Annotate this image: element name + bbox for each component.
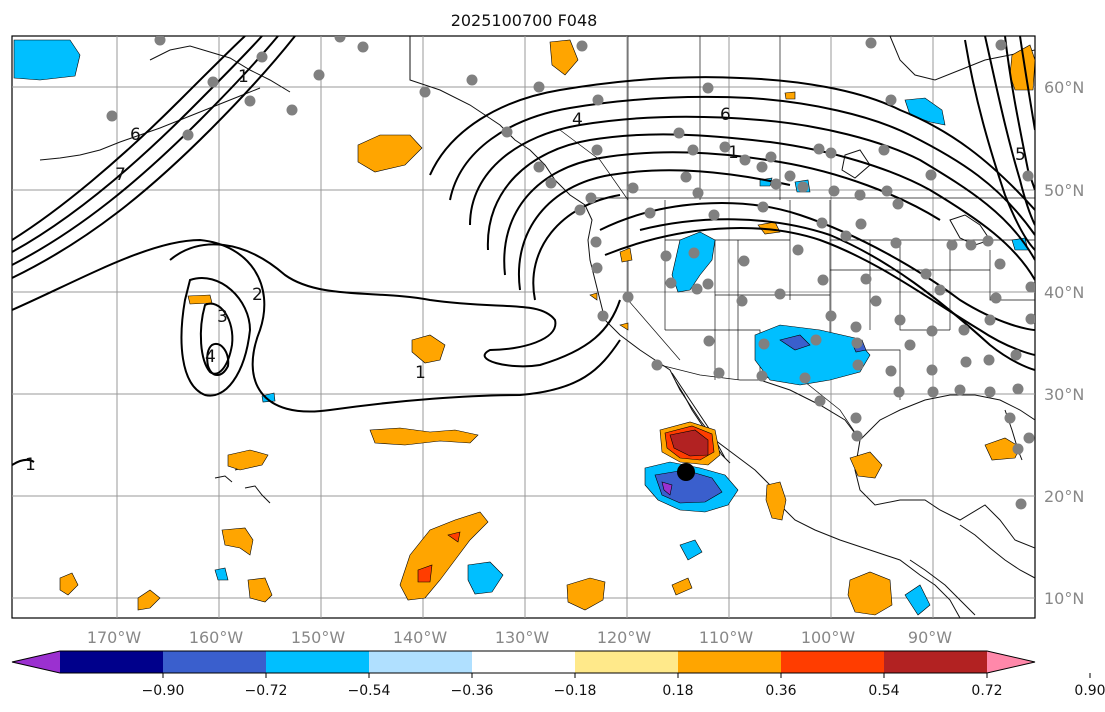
colorbar-bin — [472, 651, 576, 673]
contour-label: 6 — [720, 105, 731, 125]
pos-anomaly-patch — [757, 221, 781, 235]
pos-anomaly-patch — [549, 39, 579, 76]
latitude-labels: 60°N 50°N 40°N 30°N 20°N 10°N — [1044, 78, 1084, 608]
contour-label: 6 — [130, 125, 141, 145]
pos-anomaly-patch — [417, 564, 433, 583]
lat-label: 10°N — [1044, 589, 1084, 608]
lat-label: 60°N — [1044, 78, 1084, 97]
pos-anomaly-patch — [357, 134, 423, 173]
neg-anomaly-patch — [467, 561, 504, 595]
lon-label: 170°W — [87, 628, 142, 647]
lon-label: 140°W — [393, 628, 448, 647]
colorbar-tick-label: −0.90 — [142, 683, 185, 699]
contour-label: 3 — [217, 307, 228, 327]
pos-anomaly-patch — [619, 247, 633, 263]
contour-label: 1 — [25, 455, 36, 475]
colorbar-extend-high — [987, 651, 1035, 673]
pos-anomaly-patch — [369, 427, 479, 446]
contour-label: 2 — [252, 285, 263, 305]
colorbar-tick-label: 0.36 — [765, 683, 796, 699]
pos-anomaly-patch — [671, 577, 693, 596]
colorbar-tick-label: −0.18 — [554, 683, 597, 699]
lon-label: 100°W — [801, 628, 856, 647]
neg-anomaly-patch — [779, 334, 811, 351]
pos-anomaly-patch — [411, 334, 446, 364]
pos-anomaly-patch — [221, 527, 254, 556]
longitude-labels: 170°W 160°W 150°W 140°W 130°W 120°W 110°… — [87, 628, 952, 647]
neg-anomaly-patch — [661, 481, 673, 496]
pos-anomaly-patch — [59, 572, 79, 596]
colorbar-tick-label: 0.18 — [662, 683, 693, 699]
lon-label: 160°W — [189, 628, 244, 647]
neg-anomaly-patch — [13, 39, 81, 81]
pos-anomaly-patch — [227, 449, 269, 471]
lat-label: 40°N — [1044, 283, 1084, 302]
colorbar-bin — [369, 651, 473, 673]
colorbar-tick-label: −0.72 — [245, 683, 288, 699]
neg-anomaly-patch — [261, 392, 276, 403]
coastlines — [39, 36, 1035, 618]
contour-label: 5 — [1015, 145, 1026, 165]
colorbar-bin — [575, 651, 679, 673]
contour-label: 1 — [238, 67, 249, 87]
contour-label: 1 — [728, 143, 739, 163]
neg-anomaly-patch — [679, 539, 703, 561]
colorbar-bin — [884, 651, 988, 673]
lon-label: 110°W — [699, 628, 754, 647]
colorbar: −0.90 −0.72 −0.54 −0.36 −0.18 0.18 0.36 0.54 0.7… — [11, 650, 1105, 699]
contour-label: 7 — [115, 165, 126, 185]
colorbar-tick-label: −0.36 — [451, 683, 494, 699]
pos-anomaly-patch — [187, 294, 213, 305]
pos-anomaly-patch — [137, 589, 161, 611]
contour-labels: 2 3 4 1 6 1 4 5 6 7 1 1 — [25, 67, 1026, 475]
neg-anomaly-patch — [904, 584, 931, 616]
lat-label: 20°N — [1044, 487, 1084, 506]
contour-label: 4 — [205, 347, 216, 367]
colorbar-bin — [678, 651, 782, 673]
colorbar-bin — [60, 651, 164, 673]
lon-label: 130°W — [495, 628, 550, 647]
pos-anomaly-patch — [669, 429, 709, 457]
colorbar-tick-label: 0.90 — [1074, 683, 1105, 699]
colorbar-tick-label: −0.54 — [348, 683, 391, 699]
lon-label: 90°W — [908, 628, 952, 647]
colorbar-tick-label: 0.54 — [868, 683, 899, 699]
contours — [12, 36, 1035, 466]
lat-label: 30°N — [1044, 385, 1084, 404]
lon-label: 150°W — [291, 628, 346, 647]
pos-anomaly-patch — [849, 451, 883, 479]
pos-anomaly-patch — [589, 292, 598, 301]
figure-title: 2025100700 F048 — [451, 11, 598, 30]
lat-label: 50°N — [1044, 181, 1084, 200]
pos-anomaly-patch — [447, 531, 461, 543]
anomaly-fills — [13, 39, 1035, 616]
pos-anomaly-patch — [765, 481, 787, 521]
colorbar-bin — [266, 651, 370, 673]
contour-label: 4 — [572, 110, 583, 130]
pos-anomaly-patch — [247, 577, 273, 603]
gridlines — [12, 36, 1035, 618]
station-dots — [106, 36, 1035, 510]
pos-anomaly-patch — [784, 91, 796, 100]
colorbar-extend-low — [12, 651, 60, 673]
pos-anomaly-patch — [619, 322, 629, 331]
colorbar-outline — [11, 650, 1036, 674]
map-panel: 2 3 4 1 6 1 4 5 6 7 1 1 — [11, 35, 1036, 619]
colorbar-tick-label: 0.72 — [971, 683, 1002, 699]
contour-label: 1 — [415, 363, 426, 383]
colorbar-bin — [163, 651, 267, 673]
neg-anomaly-patch — [214, 567, 229, 581]
pos-anomaly-patch — [566, 577, 606, 611]
colorbar-bin — [781, 651, 885, 673]
storm-center-marker — [677, 463, 695, 481]
pos-anomaly-patch — [847, 571, 893, 616]
lon-label: 120°W — [597, 628, 652, 647]
